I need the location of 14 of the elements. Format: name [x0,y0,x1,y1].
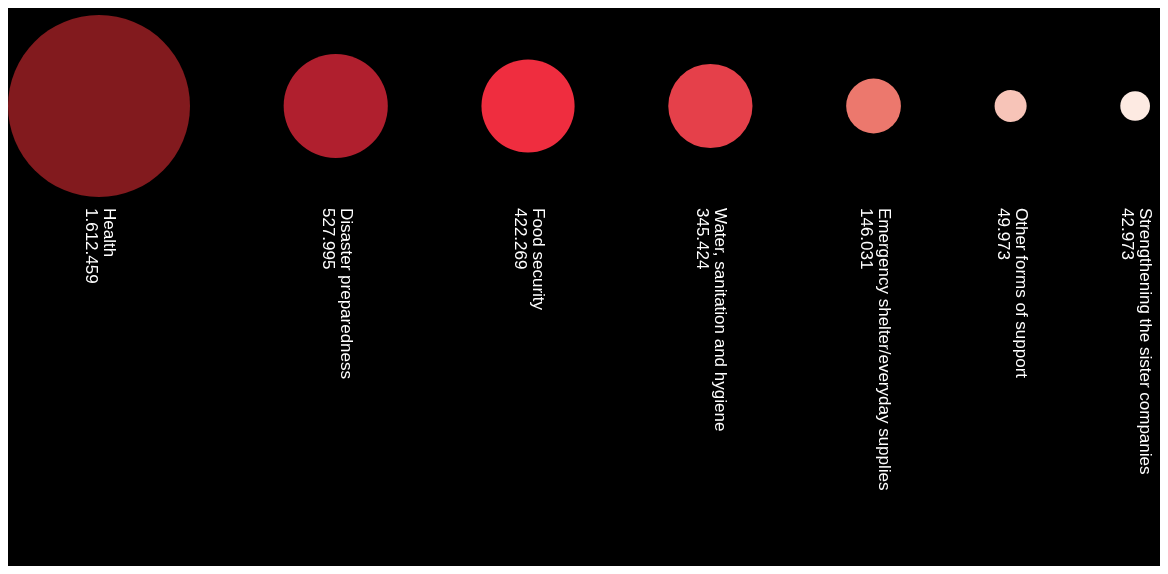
data-label: 422.269 [511,208,531,270]
data-label: 527.995 [318,208,338,270]
category-label: Strengthening the sister companies [1136,208,1156,475]
data-label: 42.973 [1118,208,1138,260]
data-label: 345.424 [693,208,713,270]
category-label: Emergency shelter/everyday supplies [874,208,894,491]
data-label: 49.973 [993,208,1013,260]
category-label: Disaster preparedness [336,208,356,380]
category-label: Other forms of support [1011,208,1031,379]
data-label: 1.612.459 [82,208,101,284]
data-label: 146.031 [856,208,876,270]
category-label: Food security [529,208,549,311]
category-label: Water, sanitation and hygiene [711,208,731,432]
category-label: Health [100,208,119,258]
